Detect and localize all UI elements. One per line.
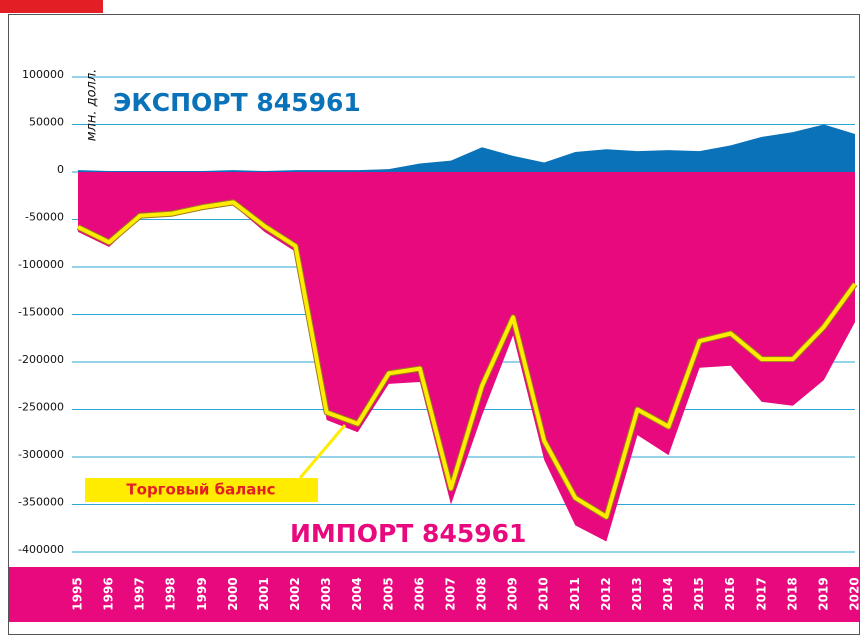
x-tick-label: 2013 <box>630 577 644 610</box>
unit-label: млн. долл. <box>85 69 100 142</box>
x-tick-label: 2009 <box>506 577 520 610</box>
x-tick-label: 2004 <box>350 577 364 610</box>
frame <box>8 14 860 635</box>
x-tick-label: 2014 <box>661 577 675 610</box>
y-tick-label: -200000 <box>18 353 64 366</box>
y-tick-label: -250000 <box>18 401 64 414</box>
x-tick-label: 2012 <box>599 577 613 610</box>
x-tick-label: 2016 <box>723 577 737 610</box>
x-tick-label: 2010 <box>537 577 551 610</box>
plot <box>76 124 858 542</box>
x-tick-label: 1995 <box>71 577 85 610</box>
y-tick-label: -100000 <box>18 258 64 271</box>
x-tick-label: 2019 <box>816 577 830 610</box>
callout-box <box>85 478 318 502</box>
area <box>78 172 855 542</box>
y-tick-label: -350000 <box>18 496 64 509</box>
export-label: ЭКСПОРТ 845961 <box>113 88 361 117</box>
y-tick-label: -50000 <box>25 211 64 224</box>
balance-label: Торговый баланс <box>126 481 275 499</box>
y-tick-label: -300000 <box>18 448 64 461</box>
x-tick-label: 1996 <box>102 577 116 610</box>
y-tick-label: 0 <box>57 163 64 176</box>
y-tick-label: -150000 <box>18 306 64 319</box>
balance-line <box>77 200 857 519</box>
x-tick-label: 1999 <box>195 577 209 610</box>
callout-line <box>298 424 347 479</box>
x-tick-label: 2005 <box>381 577 395 610</box>
x-tick-label: 2017 <box>754 577 768 610</box>
year-band <box>9 567 859 622</box>
x-tick-label: 2002 <box>288 577 302 610</box>
x-tick-label: 1998 <box>164 577 178 610</box>
x-tick-label: 2008 <box>475 577 489 610</box>
area <box>78 124 855 172</box>
y-tick-label: 100000 <box>22 68 64 81</box>
x-tick-label: 2007 <box>443 577 457 610</box>
x-tick-label: 2003 <box>319 577 333 610</box>
x-tick-label: 2020 <box>848 577 862 610</box>
x-tick-label: 2006 <box>412 577 426 610</box>
import-label: ИМПОРТ 845961 <box>290 519 526 548</box>
x-tick-label: 2001 <box>257 577 271 610</box>
x-tick-label: 2011 <box>568 577 582 610</box>
x-tick-label: 2015 <box>692 577 706 610</box>
x-tick-label: 2018 <box>785 577 799 610</box>
x-tick-label: 1997 <box>133 577 147 610</box>
x-tick-label: 2000 <box>226 577 240 610</box>
corner-tab <box>0 0 103 13</box>
y-tick-label: 50000 <box>29 116 64 129</box>
y-tick-label: -400000 <box>18 543 64 556</box>
